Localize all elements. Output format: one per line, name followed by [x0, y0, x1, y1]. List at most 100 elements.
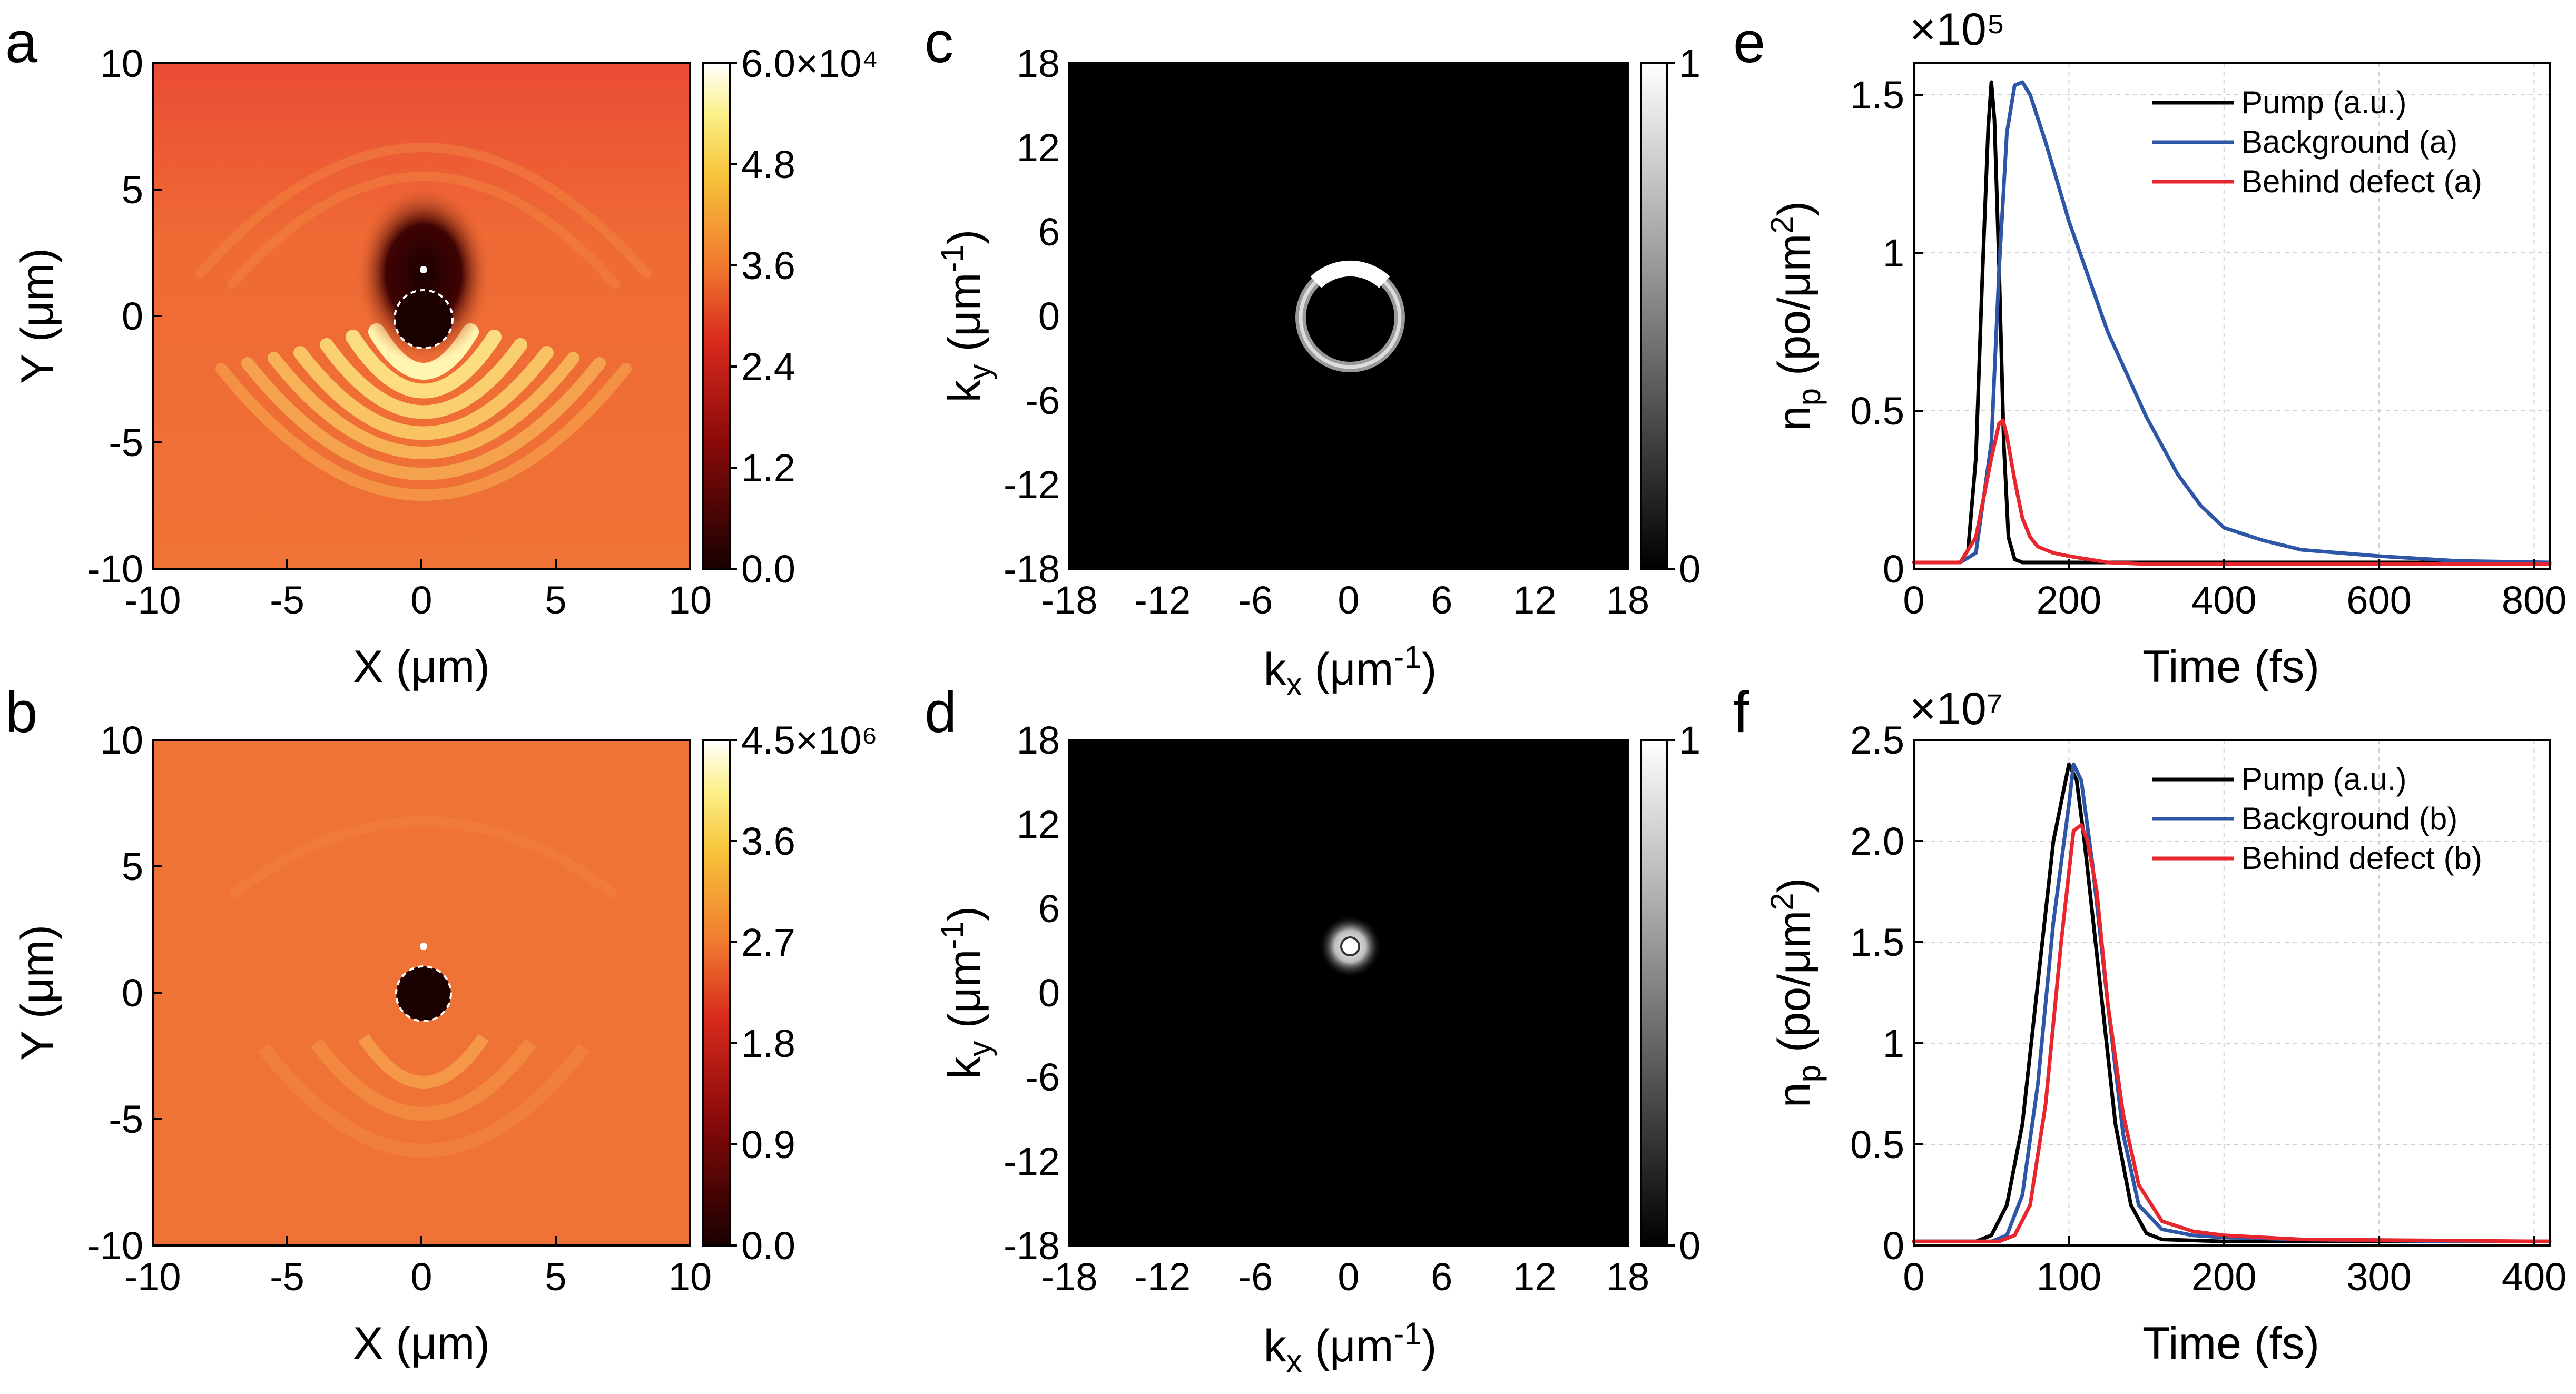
xtick-label-d: -12	[1134, 1255, 1191, 1299]
ylabel-a: Y (μm)	[12, 248, 63, 384]
ytick-label-a: 0	[122, 294, 143, 338]
xtick-label-c: 12	[1513, 578, 1556, 622]
ytick-label-d: -6	[1025, 1055, 1060, 1099]
xtick-label-b: 10	[668, 1255, 712, 1299]
xtick-label-c: -18	[1041, 578, 1098, 622]
ytick-label-c: 6	[1038, 210, 1060, 254]
ytick-label-e: 0.5	[1850, 389, 1904, 433]
ytick-label-e: 1	[1883, 231, 1904, 275]
xtick-label-e: 600	[2346, 578, 2411, 622]
xtick-label-e: 400	[2191, 578, 2256, 622]
yaxis-a: 10 5 0 -5 -10	[87, 42, 162, 591]
colorbar-tick-label-d: 1	[1679, 718, 1700, 762]
grid-f	[1914, 739, 2550, 1245]
ytick-label-f: 0.5	[1850, 1123, 1904, 1166]
legend-e: Pump (a.u.) Background (a) Behind defect (…	[2152, 85, 2482, 199]
xlabel-e: Time (fs)	[2142, 641, 2319, 692]
yaxis-e: 0 0.5 1 1.5	[1850, 73, 1923, 591]
ytick-label-d: -18	[1004, 1224, 1060, 1268]
panel-a: a -10 -5 0 5 10 10 5 0 -5 -10 X (μm) Y (μm)	[5, 10, 878, 692]
ytick-label-c: 12	[1017, 126, 1060, 170]
xtick-label-d: 0	[1338, 1255, 1359, 1299]
yaxis-b: 10 5 0 -5 -10	[87, 718, 162, 1268]
ytick-label-c: -12	[1004, 463, 1060, 507]
xtick-label-b: -5	[270, 1255, 304, 1299]
colorbar-tick-label-d: 0	[1679, 1224, 1700, 1268]
ytick-label-e: 1.5	[1850, 73, 1904, 117]
colorbar-ticks-a: 6.0×10⁴ 4.8 3.6 2.4 1.2 0.0	[730, 42, 878, 591]
heatmap-b	[153, 740, 690, 1245]
ytick-label-f: 1.5	[1850, 921, 1904, 964]
panel-label-f: f	[1733, 680, 1749, 745]
ytick-label-d: 6	[1038, 887, 1060, 931]
kspace-map-d	[1068, 739, 1629, 1247]
panel-e: e 0 200 400 600 800 00.511.5 ×10⁵ Time (fs) …	[1733, 4, 2567, 692]
xtick-label-d: 18	[1606, 1255, 1649, 1299]
ylabel-b: Y (μm)	[12, 925, 63, 1061]
series-line-f-2	[1912, 823, 2552, 1243]
ytick-label-b: 5	[122, 845, 143, 888]
ytick-label-d: 12	[1017, 803, 1060, 846]
xaxis-a: -10 -5 0 5 10	[125, 559, 712, 622]
xtick-label-f: 100	[2037, 1255, 2101, 1299]
colorbar-tick-label-b: 0.0	[741, 1224, 795, 1268]
xaxis-c: -18 -12 -6 0 6 12 18	[1041, 559, 1649, 622]
xtick-label-d: 6	[1431, 1255, 1452, 1299]
ytick-label-b: -5	[109, 1098, 143, 1141]
ylabel-d: ky (μm-1)	[935, 906, 997, 1080]
multiplier-e: ×10⁵	[1910, 4, 2005, 55]
ytick-label-a: -5	[109, 421, 143, 464]
series-lines-e	[1912, 80, 2552, 566]
xtick-label-a: 0	[410, 578, 432, 622]
colorbar-tick-label-a: 6.0×10⁴	[741, 42, 878, 85]
legend-label-f-1: Background (b)	[2241, 801, 2457, 836]
multiplier-f: ×10⁷	[1910, 684, 2003, 734]
ytick-label-f: 2.0	[1850, 819, 1904, 863]
colorbar-ticks-b: 4.5×10⁶ 3.6 2.7 1.8 0.9 0.0	[730, 718, 878, 1268]
xtick-label-d: 12	[1513, 1255, 1556, 1299]
panel-d: d -18 -12 -6 0 6 12 18 18 12 6 0 -6 -12 -18 kx (μm-1…	[925, 680, 1700, 1379]
xtick-label-f: 0	[1903, 1255, 1924, 1299]
xaxis-b: -10 -5 0 5 10	[125, 1236, 712, 1299]
ytick-label-d: 0	[1038, 971, 1060, 1015]
xlabel-b: X (μm)	[353, 1318, 490, 1369]
xlabel-f: Time (fs)	[2142, 1318, 2319, 1369]
panel-f: f 0 100 200 300 400 0 0.5 1 1.5 2.0 2.5 ×10⁷ Time…	[1733, 680, 2567, 1369]
panel-label-c: c	[925, 10, 953, 75]
xlabel-c: kx (μm-1)	[1264, 639, 1437, 702]
colorbar-tick-label-b: 1.8	[741, 1022, 795, 1065]
k-ring-bright-arc-c	[1310, 260, 1390, 289]
series-line-e-0	[1912, 80, 2552, 565]
xaxis-f: 0 100 200 300 400	[1903, 1236, 2567, 1299]
xtick-label-e: 0	[1903, 578, 1924, 622]
legend-label-e-2: Behind defect (a)	[2241, 164, 2482, 199]
colorbar-tick-label-a: 2.4	[741, 345, 795, 389]
ytick-label-f: 2.5	[1850, 718, 1904, 762]
legend-label-f-2: Behind defect (b)	[2241, 841, 2482, 876]
ytick-label-b: -10	[87, 1224, 143, 1268]
colorbar-d	[1640, 739, 1668, 1247]
colorbar-tick-label-b: 4.5×10⁶	[741, 718, 878, 762]
colorbar-ticks-c: 10	[1667, 42, 1700, 591]
ytick-label-c: 18	[1017, 42, 1060, 85]
ylabel-c: ky (μm-1)	[935, 230, 997, 403]
colorbar-tick-label-a: 3.6	[741, 244, 795, 288]
legend-label-e-1: Background (a)	[2241, 124, 2457, 160]
panel-c: c -18 -12 -6 0 6 12 18 18 12 6 0 -6 -12 -18 kx (μm-1…	[925, 10, 1700, 702]
ytick-label-c: -18	[1004, 547, 1060, 591]
ytick-label-d: 18	[1017, 718, 1060, 762]
colorbar-tick-label-a: 4.8	[741, 143, 795, 186]
ytick-label-f: 0	[1883, 1224, 1904, 1268]
ytick-label-c: -6	[1025, 379, 1060, 422]
grid-e	[1914, 63, 2550, 569]
xtick-label-b: -10	[125, 1255, 181, 1299]
panel-label-d: d	[925, 680, 957, 745]
colorbar-tick-label-a: 0.0	[741, 547, 795, 591]
series-line-e-2	[1912, 418, 2552, 566]
panel-b: b -10 -5 0 5 10 10 5 0 -5 -10 X (μm) Y (μm) 4.5×…	[5, 680, 878, 1369]
colorbar-b	[702, 739, 731, 1247]
xtick-label-d: -18	[1041, 1255, 1098, 1299]
ytick-label-a: -10	[87, 547, 143, 591]
ylabel-e: np (po/μm2)	[1764, 201, 1827, 431]
series-lines-f	[1912, 762, 2552, 1243]
